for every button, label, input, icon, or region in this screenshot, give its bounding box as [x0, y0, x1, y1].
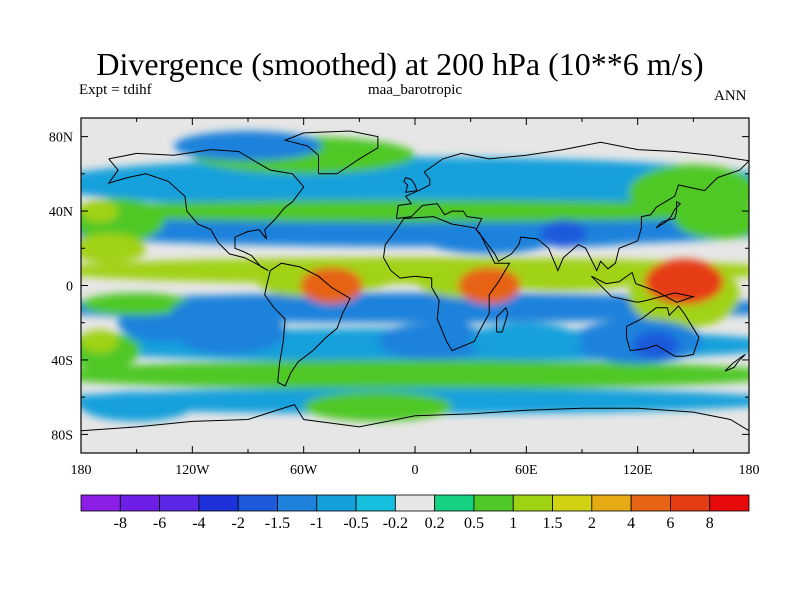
field-extremum	[644, 259, 724, 305]
colorbar-swatch	[198, 494, 239, 512]
y-tick-label: 0	[66, 280, 73, 295]
colorbar-label: 0.2	[425, 515, 445, 532]
africa-coastline	[383, 216, 511, 352]
map-plot-area	[81, 118, 749, 453]
colorbar-label: -8	[114, 515, 127, 532]
field-extremum	[171, 300, 214, 327]
colorbar-label: -4	[192, 515, 205, 532]
colorbar-swatch	[512, 494, 553, 512]
colorbar-label: 2	[588, 515, 596, 532]
field-patch	[173, 131, 323, 161]
colorbar-label: 8	[706, 515, 714, 532]
x-tick-label: 60E	[515, 463, 538, 478]
y-tick-label: 80S	[51, 428, 73, 443]
colorbar-swatch	[159, 494, 200, 512]
colorbar-swatch	[630, 494, 671, 512]
field-patch	[81, 391, 193, 422]
y-axis: 80N 40N 0 40S 80S	[49, 131, 749, 443]
colorbar-swatch	[591, 494, 632, 512]
field-patch	[470, 322, 582, 360]
field-extremum	[458, 267, 521, 304]
coastlines	[81, 130, 749, 432]
colorbar-swatch	[473, 494, 514, 512]
colorbar-label: -2	[232, 515, 245, 532]
colorbar-swatch	[277, 494, 318, 512]
field-extremum	[300, 267, 363, 304]
colorbar-label: 6	[666, 515, 674, 532]
field-patch	[303, 391, 453, 422]
colorbar-swatch	[355, 494, 396, 512]
colorbar: -8 -6 -4 -2 -1.5 -1 -0.5 -0.2 0.2 0.5 1 1.5 2 4 6 8	[80, 494, 750, 532]
colorbar-label: 1.5	[543, 515, 563, 532]
x-tick-label: 120W	[175, 463, 210, 478]
x-tick-label: 60W	[290, 463, 318, 478]
colorbar-label: -0.5	[343, 515, 368, 532]
field-extremum	[431, 319, 474, 345]
x-axis: 180 120W 60W 0 60E 120E 180	[71, 118, 760, 478]
colorbar-swatch	[709, 494, 750, 512]
field-extremum	[81, 329, 119, 353]
uk-coastline	[403, 176, 418, 193]
colorbar-swatch	[316, 494, 357, 512]
y-tick-label: 40S	[51, 354, 73, 369]
y-tick-label: 40N	[49, 205, 73, 220]
field-extremum	[540, 219, 587, 248]
colorbar-swatch	[80, 494, 121, 512]
x-tick-label: 120E	[623, 463, 653, 478]
antarctica-coastline	[81, 404, 749, 432]
greenland-coastline	[283, 130, 379, 175]
colorbar-swatch	[434, 494, 475, 512]
field-patch	[81, 199, 749, 223]
colorbar-swatch	[119, 494, 160, 512]
north-america-coastline	[107, 149, 305, 272]
colorbar-swatch	[394, 494, 436, 512]
field-patch	[81, 233, 146, 264]
australia-coastline	[626, 305, 700, 357]
colorbar-label: 0.5	[464, 515, 484, 532]
colorbar-label: -1.5	[265, 515, 290, 532]
season-label: ANN	[714, 88, 747, 104]
field-patch	[81, 292, 193, 316]
colorbar-label: 4	[627, 515, 635, 532]
chart-title: Divergence (smoothed) at 200 hPa (10**6 …	[96, 46, 704, 82]
colorbar-label: -6	[153, 515, 166, 532]
south-america-coastline	[264, 262, 351, 387]
colorbar-label: -1	[310, 515, 323, 532]
colorbar-label: 1	[509, 515, 517, 532]
new-zealand-coastline	[724, 353, 746, 372]
indonesia-coastline	[590, 271, 696, 303]
case-label: maa_barotropic	[367, 82, 463, 98]
colorbar-swatch	[552, 494, 593, 512]
field-extremum	[81, 199, 119, 223]
eurasia-coastline	[395, 141, 749, 272]
x-tick-label: 180	[71, 463, 92, 478]
japan-coastline	[655, 201, 682, 229]
colorbar-swatch	[237, 494, 278, 512]
madagascar-coastline	[496, 306, 509, 333]
field-patch	[674, 201, 749, 239]
field-patch	[81, 359, 749, 390]
colorbar-swatch	[670, 494, 711, 512]
experiment-label: Expt = tdihf	[79, 82, 152, 98]
colorbar-label: -0.2	[383, 515, 408, 532]
y-tick-label: 80N	[49, 131, 73, 146]
x-tick-label: 0	[412, 463, 419, 478]
x-tick-label: 180	[739, 463, 760, 478]
